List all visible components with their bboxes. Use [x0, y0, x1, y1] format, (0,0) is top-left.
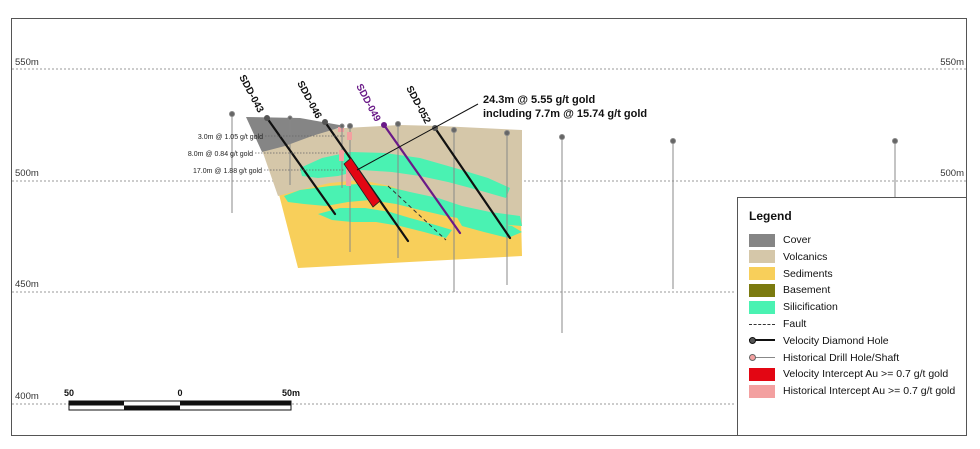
legend-item: Silicification [749, 300, 838, 314]
geology-section [246, 117, 522, 268]
legend-item-label: Fault [783, 318, 807, 330]
scale-bar-label-mid: 0 [177, 388, 182, 398]
scale-bar: 50 0 50m [64, 388, 300, 411]
velocity-intercept-sdd046 [343, 157, 381, 208]
legend-swatch [749, 267, 775, 281]
velocity-hole-sdd043 [264, 115, 337, 216]
elevation-label-550-right: 550m [940, 57, 964, 68]
historical-hole-9 [670, 138, 676, 289]
elevation-label-400: 400m [15, 391, 39, 402]
legend-item: Fault [749, 317, 806, 331]
legend-item: Cover [749, 233, 811, 247]
velocity-hole-sdd049 [381, 122, 462, 235]
hole-label-sdd049: SDD-049 [353, 82, 382, 124]
legend-swatch [749, 283, 775, 297]
historical-intercept-label-2: 8.0m @ 0.84 g/t gold [188, 151, 253, 158]
legend-swatch [749, 233, 775, 247]
legend-item: Volcanics [749, 250, 827, 264]
elevation-label-450: 450m [15, 279, 39, 290]
scale-bar-label-right: 50m [282, 388, 300, 398]
historical-intercept-1 [347, 132, 352, 140]
cover-unit [246, 117, 345, 152]
elevation-label-550-left: 550m [15, 57, 39, 68]
historical-hole-10 [892, 138, 898, 197]
legend-item: Historical Drill Hole/Shaft [749, 351, 899, 365]
historical-hole-7 [504, 130, 510, 285]
fault-line [387, 185, 447, 241]
main-intercept-line-1: 24.3m @ 5.55 g/t gold [483, 94, 595, 106]
legend-item-label: Velocity Intercept Au >= 0.7 g/t gold [783, 368, 949, 381]
legend-item-label: Historical Intercept Au >= 0.7 g/t gold [783, 385, 956, 398]
historical-surface-intercept [338, 127, 344, 132]
historical-intercept-3 [346, 166, 351, 186]
legend-item: Velocity Diamond Hole [749, 334, 889, 348]
historical-hole-1 [229, 111, 235, 213]
historical-hole-icon [749, 351, 775, 364]
historical-hole-8 [559, 134, 565, 333]
legend-item: Velocity Intercept Au >= 0.7 g/t gold [749, 367, 948, 381]
volcanics-unit [262, 125, 522, 226]
legend-item-label: Basement [783, 284, 831, 297]
legend-item-label: Silicification [783, 301, 838, 314]
elevation-label-500-right: 500m [940, 168, 964, 179]
legend-item: Historical Intercept Au >= 0.7 g/t gold [749, 384, 955, 398]
legend-item-label: Volcanics [783, 250, 828, 263]
elevation-label-500-left: 500m [15, 168, 39, 179]
legend-swatch [749, 367, 775, 381]
silicification-body-mid [284, 184, 522, 226]
legend-title: Legend [749, 209, 792, 223]
legend-swatch [749, 250, 775, 264]
hole-label-sdd043: SDD-043 [236, 73, 265, 115]
historical-intercept-label-3: 17.0m @ 1.88 g/t gold [193, 168, 262, 175]
legend-swatch [749, 300, 775, 314]
silicification-body-lower [318, 208, 452, 238]
legend-item: Basement [749, 283, 830, 297]
fault-dash-icon [749, 318, 775, 331]
historical-intercept-2 [339, 150, 344, 161]
historical-hole-4 [347, 123, 353, 252]
main-intercept-line-2: including 7.7m @ 15.74 g/t gold [483, 108, 647, 120]
hole-label-sdd052: SDD-052 [403, 84, 432, 126]
legend-swatch [749, 384, 775, 398]
diamond-hole-icon [749, 334, 775, 347]
legend-item-label: Cover [783, 234, 812, 246]
historical-intercept-label-1: 3.0m @ 1.05 g/t gold [198, 134, 263, 141]
legend-item: Sediments [749, 267, 833, 281]
legend-item-label: Historical Drill Hole/Shaft [783, 351, 900, 364]
legend-panel: Legend Cover Volcanics Sediments Basement Si… [737, 197, 967, 436]
legend-item-label: Velocity Diamond Hole [783, 334, 889, 347]
legend-item-label: Sediments [783, 267, 833, 280]
intercept-callout-leader [356, 103, 479, 171]
hole-label-sdd046: SDD-046 [294, 79, 323, 121]
scale-bar-label-left: 50 [64, 388, 74, 398]
